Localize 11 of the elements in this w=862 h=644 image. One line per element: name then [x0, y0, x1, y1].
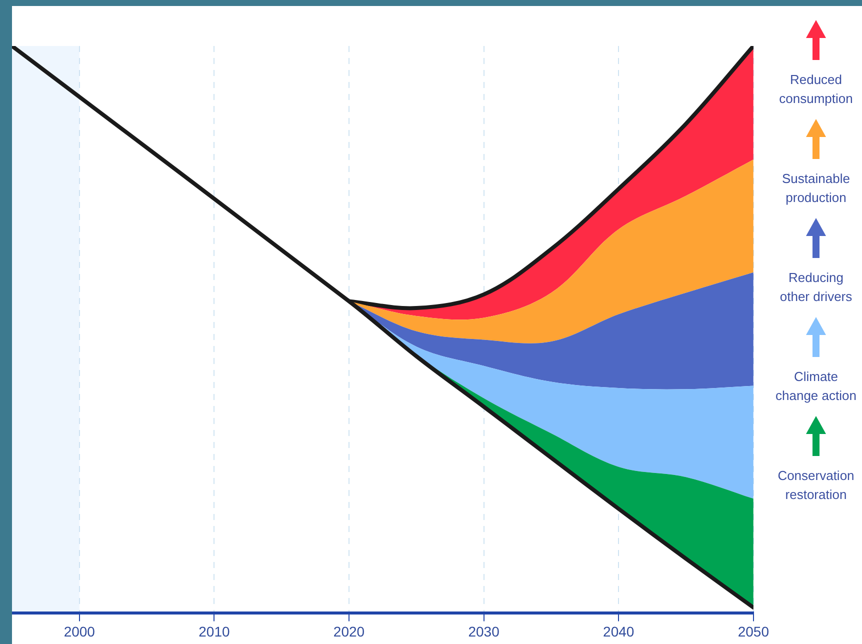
x-tick-label: 2010 — [198, 623, 230, 640]
series-label: Climate change action — [776, 369, 856, 403]
x-tick-label: 2040 — [603, 623, 634, 640]
text: Reducing other drivers — [780, 270, 852, 304]
text: Sustainable production — [782, 171, 850, 205]
x-tick-label: 2000 — [64, 623, 96, 640]
x-tick-label: 2020 — [333, 623, 365, 640]
series-label: Conservation restoration — [778, 468, 854, 502]
x-tick-label: 2030 — [468, 623, 500, 640]
series-label: Reduced consumption — [779, 72, 853, 106]
x-tick-label: 2050 — [738, 623, 770, 640]
